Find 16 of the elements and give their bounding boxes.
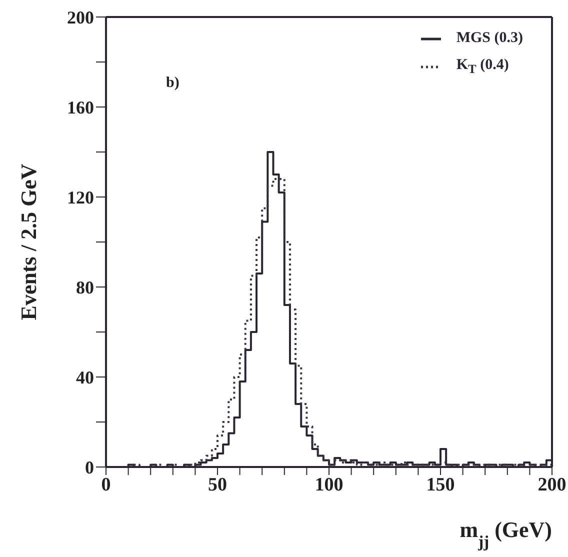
x-tick-label: 50 xyxy=(208,474,227,496)
y-tick-label: 120 xyxy=(67,187,94,208)
y-tick-label: 160 xyxy=(67,97,94,118)
y-tick-label: 80 xyxy=(76,277,94,298)
legend-label: K$_{T}$ (0.4) xyxy=(456,57,509,77)
x-tick-label: 200 xyxy=(538,474,566,496)
x-tick-label: 150 xyxy=(426,474,455,496)
y-axis-title: Events / 2.5 GeV xyxy=(16,164,41,320)
y-tick-label: 200 xyxy=(67,7,94,28)
x-axis-title: m$_{jj}$ (GeV) xyxy=(460,517,552,550)
legend-label: MGS (0.3) xyxy=(456,30,523,47)
y-tick-label: 40 xyxy=(76,367,94,388)
x-tick-label: 100 xyxy=(314,474,344,496)
annotation: b) xyxy=(166,75,180,91)
x-tick-label: 0 xyxy=(101,474,111,496)
y-tick-label: 0 xyxy=(85,457,94,478)
